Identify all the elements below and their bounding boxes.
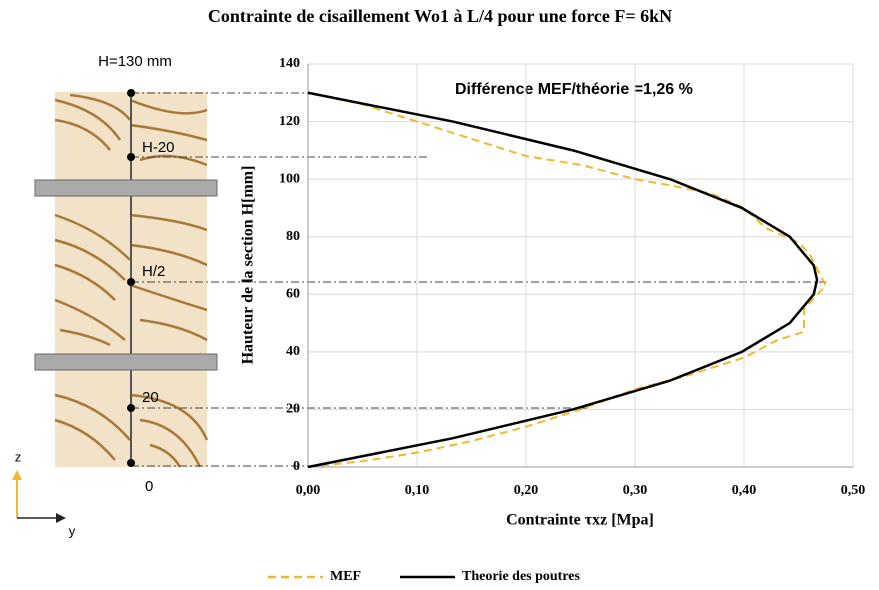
wood-section [34, 92, 218, 468]
axes-arrows [12, 470, 66, 523]
dots [127, 89, 135, 467]
x-tick-label: 0,00 [296, 483, 321, 498]
legend-label: MEF [330, 569, 361, 584]
label: 0 [145, 478, 153, 495]
line-series [307, 91, 819, 469]
y-axis-label: Hauteur de la section H[mm] [240, 166, 257, 365]
x-axis-label: Contrainte τxz [Mpa] [506, 512, 654, 529]
label: H/2 [142, 263, 165, 280]
x-tick-label: 0,10 [405, 483, 430, 498]
y-tick-label: 140 [279, 56, 300, 71]
x-tick-label: 0,30 [623, 483, 648, 498]
y-tick-label: 40 [286, 344, 300, 359]
guide-lines [131, 92, 826, 467]
y-tick-label: 80 [286, 229, 300, 244]
x-tick-label: 0,20 [514, 483, 539, 498]
x-tick-label: 0,50 [841, 483, 866, 498]
legend-label: Theorie des poutres [462, 569, 581, 584]
annotation: Différence MEF/théorie =1,26 % [455, 81, 693, 98]
label: H-20 [142, 139, 175, 156]
y-tick-label: 20 [286, 402, 300, 417]
line-series [307, 91, 827, 468]
chart-title: Contrainte de cisaillement Wo1 à L/4 pou… [208, 6, 672, 26]
x-tick-label: 0,40 [732, 483, 757, 498]
y-tick-label: 60 [286, 287, 300, 302]
y-tick-label: 100 [279, 171, 300, 186]
label: H=130 mm [98, 53, 172, 70]
axis-y: y [69, 523, 76, 538]
axis-z: z [15, 449, 22, 464]
y-tick-label: 120 [279, 114, 300, 129]
label: 20 [142, 389, 159, 406]
y-tick-label: 0 [293, 459, 300, 474]
